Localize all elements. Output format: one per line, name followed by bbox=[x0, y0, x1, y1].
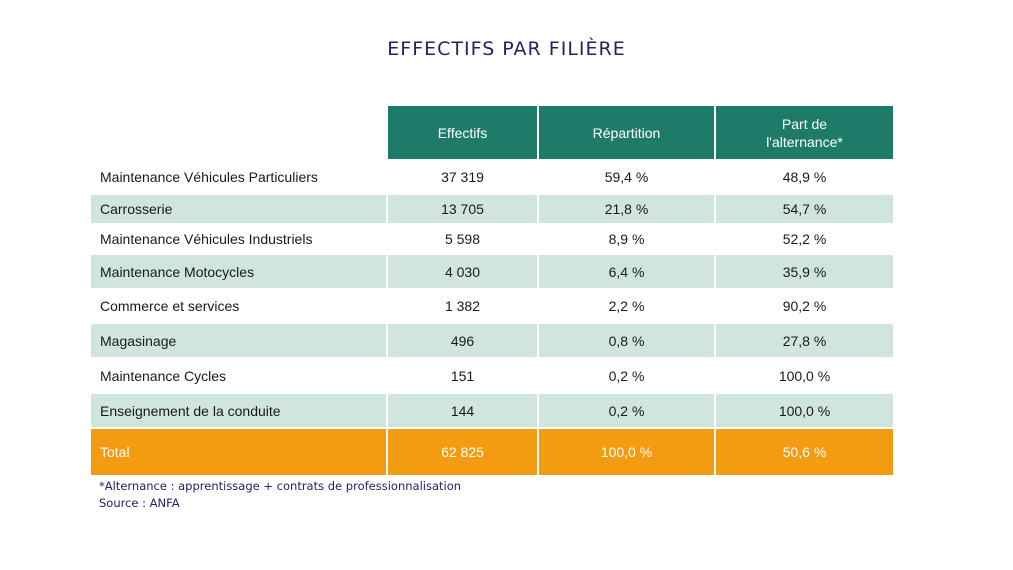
table-row: Magasinage 496 0,8 % 27,8 % bbox=[91, 322, 893, 358]
table-row: Enseignement de la conduite 144 0,2 % 10… bbox=[91, 392, 893, 428]
alternance-footnote: *Alternance : apprentissage + contrats d… bbox=[99, 479, 462, 493]
row-label: Maintenance Véhicules Particuliers bbox=[91, 159, 387, 194]
row-label: Enseignement de la conduite bbox=[91, 392, 387, 428]
chart-title: EFFECTIFS PAR FILIÈRE bbox=[387, 38, 626, 60]
cell-repartition: 0,8 % bbox=[537, 322, 715, 358]
table-header-row: Effectifs Répartition Part de l'alternan… bbox=[91, 106, 893, 160]
row-label: Maintenance Cycles bbox=[91, 357, 387, 393]
cell-repartition: 0,2 % bbox=[537, 357, 715, 393]
source-note: Source : ANFA bbox=[99, 496, 180, 510]
cell-effectifs: 151 bbox=[386, 357, 538, 393]
table-row: Maintenance Véhicules Industriels 5 598 … bbox=[91, 223, 893, 254]
header-part-alternance: Part de l'alternance* bbox=[714, 106, 893, 160]
cell-effectifs: 496 bbox=[386, 322, 538, 358]
header-repartition: Répartition bbox=[537, 106, 715, 160]
cell-repartition: 0,2 % bbox=[537, 392, 715, 428]
table-row: Maintenance Motocycles 4 030 6,4 % 35,9 … bbox=[91, 253, 893, 289]
total-label: Total bbox=[91, 427, 387, 475]
total-repartition: 100,0 % bbox=[537, 427, 715, 475]
table-row: Commerce et services 1 382 2,2 % 90,2 % bbox=[91, 288, 893, 323]
cell-part-alternance: 48,9 % bbox=[714, 159, 893, 194]
row-label: Maintenance Motocycles bbox=[91, 253, 387, 289]
cell-part-alternance: 100,0 % bbox=[714, 357, 893, 393]
row-label: Magasinage bbox=[91, 322, 387, 358]
cell-repartition: 6,4 % bbox=[537, 253, 715, 289]
cell-effectifs: 1 382 bbox=[386, 288, 538, 323]
cell-effectifs: 13 705 bbox=[386, 193, 538, 224]
row-label: Commerce et services bbox=[91, 288, 387, 323]
cell-effectifs: 37 319 bbox=[386, 159, 538, 194]
cell-part-alternance: 35,9 % bbox=[714, 253, 893, 289]
total-part-alternance: 50,6 % bbox=[714, 427, 893, 475]
table-row: Carrosserie 13 705 21,8 % 54,7 % bbox=[91, 193, 893, 224]
cell-effectifs: 4 030 bbox=[386, 253, 538, 289]
cell-part-alternance: 90,2 % bbox=[714, 288, 893, 323]
data-table: Effectifs Répartition Part de l'alternan… bbox=[91, 106, 893, 475]
cell-repartition: 8,9 % bbox=[537, 223, 715, 254]
cell-effectifs: 5 598 bbox=[386, 223, 538, 254]
row-label: Maintenance Véhicules Industriels bbox=[91, 223, 387, 254]
cell-part-alternance: 52,2 % bbox=[714, 223, 893, 254]
total-row: Total 62 825 100,0 % 50,6 % bbox=[91, 427, 893, 475]
footnotes: *Alternance : apprentissage + contrats d… bbox=[99, 478, 461, 512]
cell-repartition: 21,8 % bbox=[537, 193, 715, 224]
cell-effectifs: 144 bbox=[386, 392, 538, 428]
table-row: Maintenance Cycles 151 0,2 % 100,0 % bbox=[91, 357, 893, 393]
cell-part-alternance: 27,8 % bbox=[714, 322, 893, 358]
header-blank-cell bbox=[91, 106, 387, 160]
header-part-line2: l'alternance* bbox=[766, 133, 843, 150]
total-effectifs: 62 825 bbox=[386, 427, 538, 475]
header-part-line1: Part de bbox=[781, 115, 828, 132]
cell-repartition: 2,2 % bbox=[537, 288, 715, 323]
cell-part-alternance: 54,7 % bbox=[714, 193, 893, 224]
table-row: Maintenance Véhicules Particuliers 37 31… bbox=[91, 159, 893, 194]
cell-repartition: 59,4 % bbox=[537, 159, 715, 194]
row-label: Carrosserie bbox=[91, 193, 387, 224]
cell-part-alternance: 100,0 % bbox=[714, 392, 893, 428]
header-effectifs: Effectifs bbox=[386, 106, 538, 160]
